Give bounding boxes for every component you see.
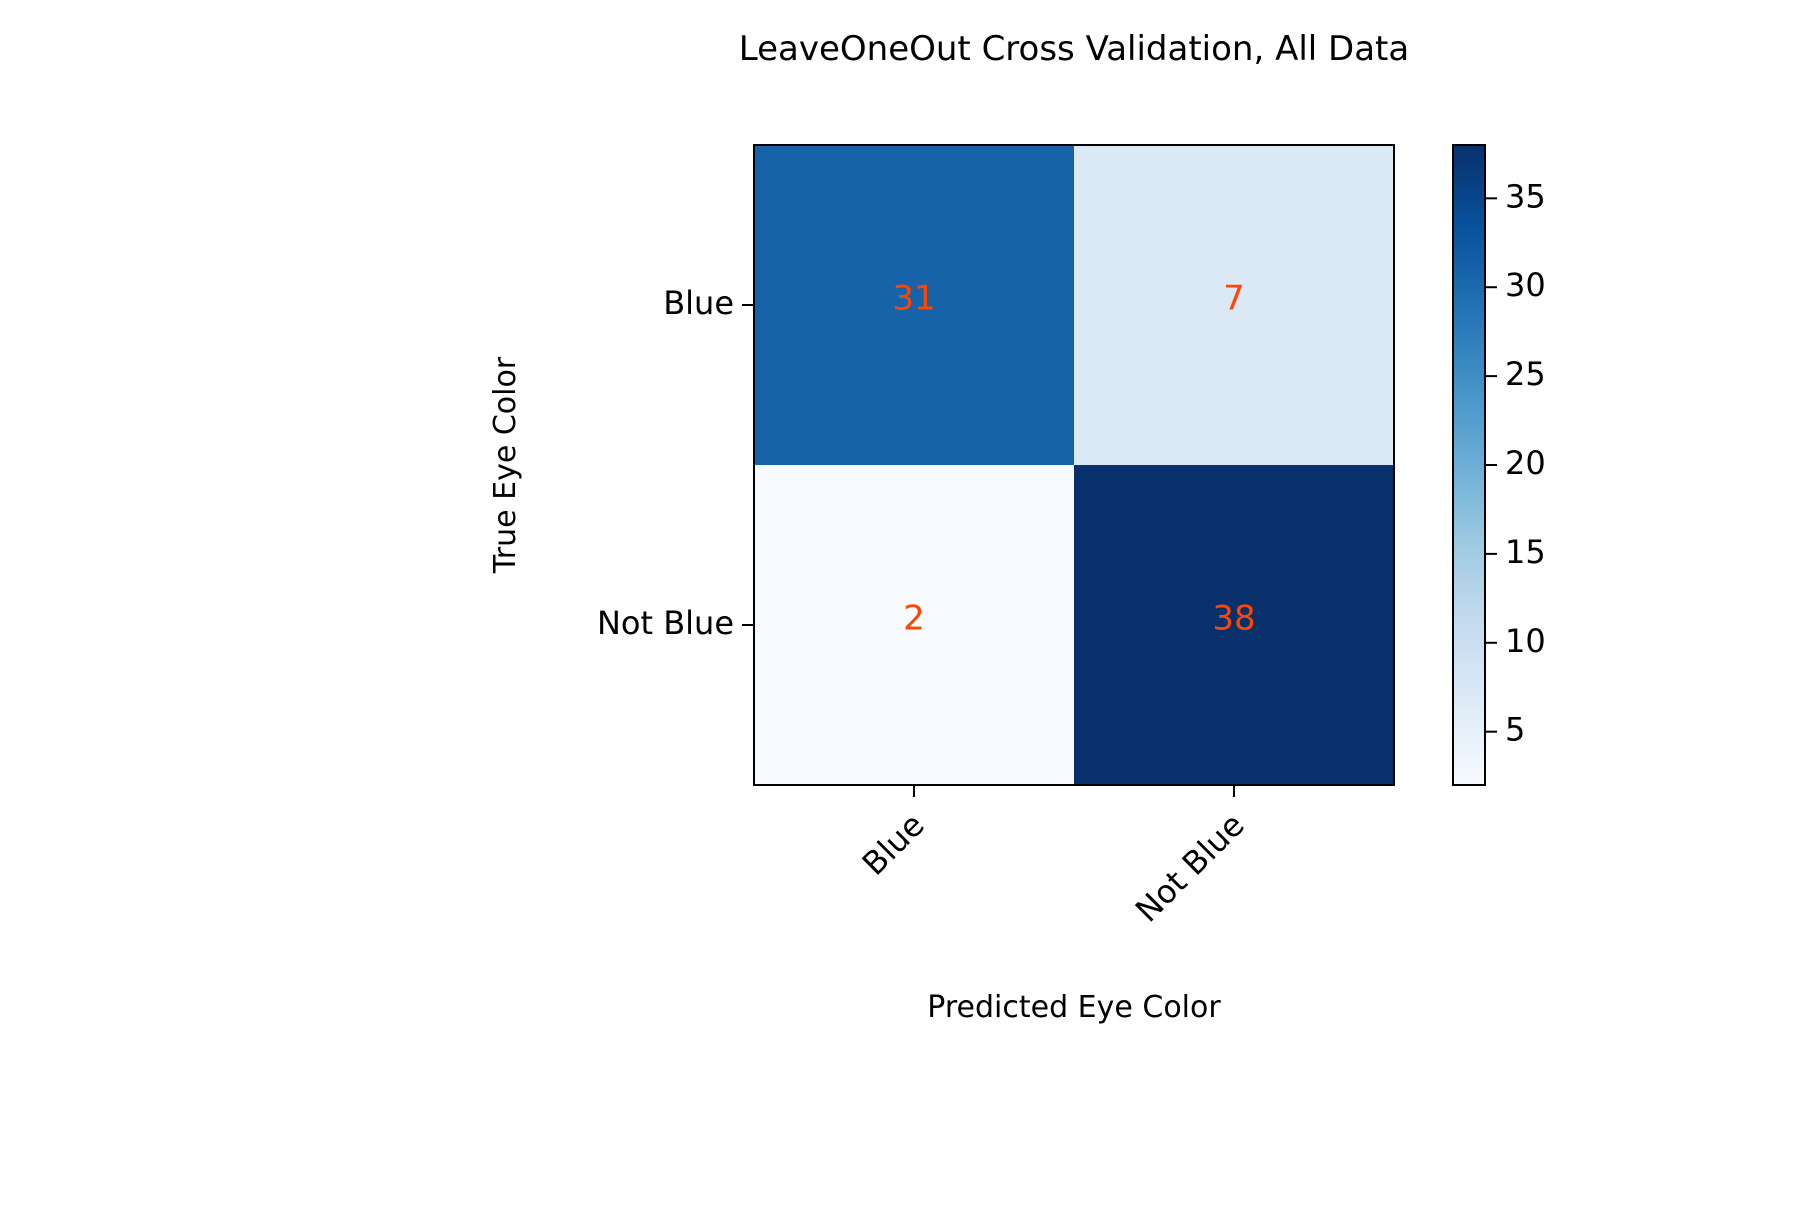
x-axis-label: Predicted Eye Color [927, 990, 1221, 1025]
cell-value-label: 38 [1212, 599, 1255, 639]
x-axis-ticks: Blue Not Blue [855, 785, 1252, 930]
plot-frame [753, 144, 1395, 786]
y-axis-ticks: Blue Not Blue [597, 284, 754, 642]
heatmap-cell [1074, 145, 1395, 466]
cell-value-label: 31 [892, 279, 935, 319]
colorbar-tick-label: 5 [1505, 711, 1525, 749]
y-axis-label: True Eye Color [488, 356, 523, 574]
heatmap-cell [754, 465, 1075, 786]
colorbar-tick-label: 35 [1505, 177, 1546, 215]
heatmap-cells [754, 145, 1395, 786]
cell-value-label: 2 [903, 599, 925, 639]
colorbar-ticks: 5 10 15 20 25 30 35 [1485, 177, 1546, 749]
colorbar-tick-label: 25 [1505, 355, 1546, 393]
x-tick-label: Blue [855, 806, 932, 883]
colorbar-tick-label: 30 [1505, 266, 1546, 304]
y-tick-label: Not Blue [597, 604, 734, 642]
chart-title: LeaveOneOut Cross Validation, All Data [739, 29, 1409, 69]
colorbar-tick-label: 10 [1505, 622, 1546, 660]
x-tick-label: Not Blue [1128, 806, 1252, 930]
colorbar-tick-label: 20 [1505, 444, 1546, 482]
cell-annotations: 31 7 2 38 [892, 279, 1255, 639]
heatmap-cell [1074, 465, 1395, 786]
colorbar [1452, 144, 1486, 786]
colorbar-tick-label: 15 [1505, 533, 1546, 571]
cell-value-label: 7 [1223, 279, 1245, 319]
y-tick-label: Blue [663, 284, 734, 322]
heatmap-cell [754, 145, 1075, 466]
